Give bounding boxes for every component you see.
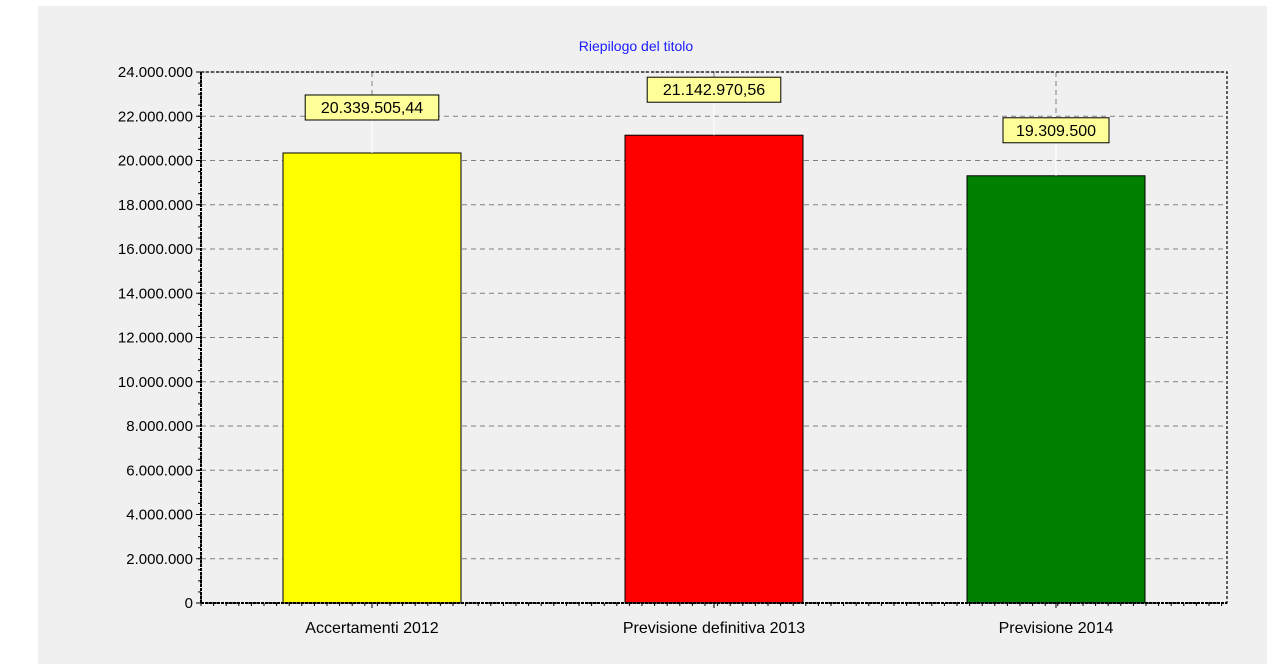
- x-tick-label: Previsione 2014: [999, 620, 1114, 637]
- y-tick-label: 14.000.000: [118, 285, 193, 302]
- y-tick-label: 0: [185, 595, 193, 612]
- y-tick-label: 4.000.000: [126, 507, 193, 524]
- x-axis-labels: Accertamenti 2012 Previsione definitiva 2…: [305, 620, 1113, 637]
- y-axis-ticks: 0 2.000.000 4.000.000 6.000.000 8.000.000 10.…: [118, 64, 201, 612]
- data-label: 19.309.500: [1016, 123, 1096, 140]
- y-tick-label: 10.000.000: [118, 374, 193, 391]
- bar: [624, 134, 804, 604]
- y-tick-label: 12.000.000: [118, 330, 193, 347]
- data-label-box: [646, 76, 782, 103]
- data-label-box: [304, 94, 440, 121]
- y-tick-label: 20.000.000: [118, 153, 193, 170]
- y-tick-label: 16.000.000: [118, 241, 193, 258]
- bar-chart: Riepilogo del titolo 0 2.000.000 4.000.000…: [118, 38, 1228, 637]
- y-tick-label: 2.000.000: [126, 551, 193, 568]
- data-labels: 20.339.505,44 21.142.970,56 19.309.500: [304, 76, 1110, 176]
- y-tick-label: 8.000.000: [126, 418, 193, 435]
- bar: [282, 152, 462, 604]
- bar: [966, 175, 1146, 604]
- chart-panel: Riepilogo del titolo 0 2.000.000 4.000.000…: [38, 6, 1267, 664]
- data-label-box: [1002, 117, 1110, 144]
- chart-title: Riepilogo del titolo: [579, 38, 694, 54]
- y-tick-label: 24.000.000: [118, 64, 193, 81]
- y-tick-label: 18.000.000: [118, 197, 193, 214]
- axes: [198, 71, 1228, 608]
- y-tick-label: 6.000.000: [126, 462, 193, 479]
- data-label: 21.142.970,56: [663, 82, 765, 99]
- x-tick-label: Previsione definitiva 2013: [623, 620, 805, 637]
- data-label: 20.339.505,44: [321, 100, 423, 117]
- x-tick-label: Accertamenti 2012: [305, 620, 439, 637]
- bars: [282, 134, 1146, 604]
- y-tick-label: 22.000.000: [118, 108, 193, 125]
